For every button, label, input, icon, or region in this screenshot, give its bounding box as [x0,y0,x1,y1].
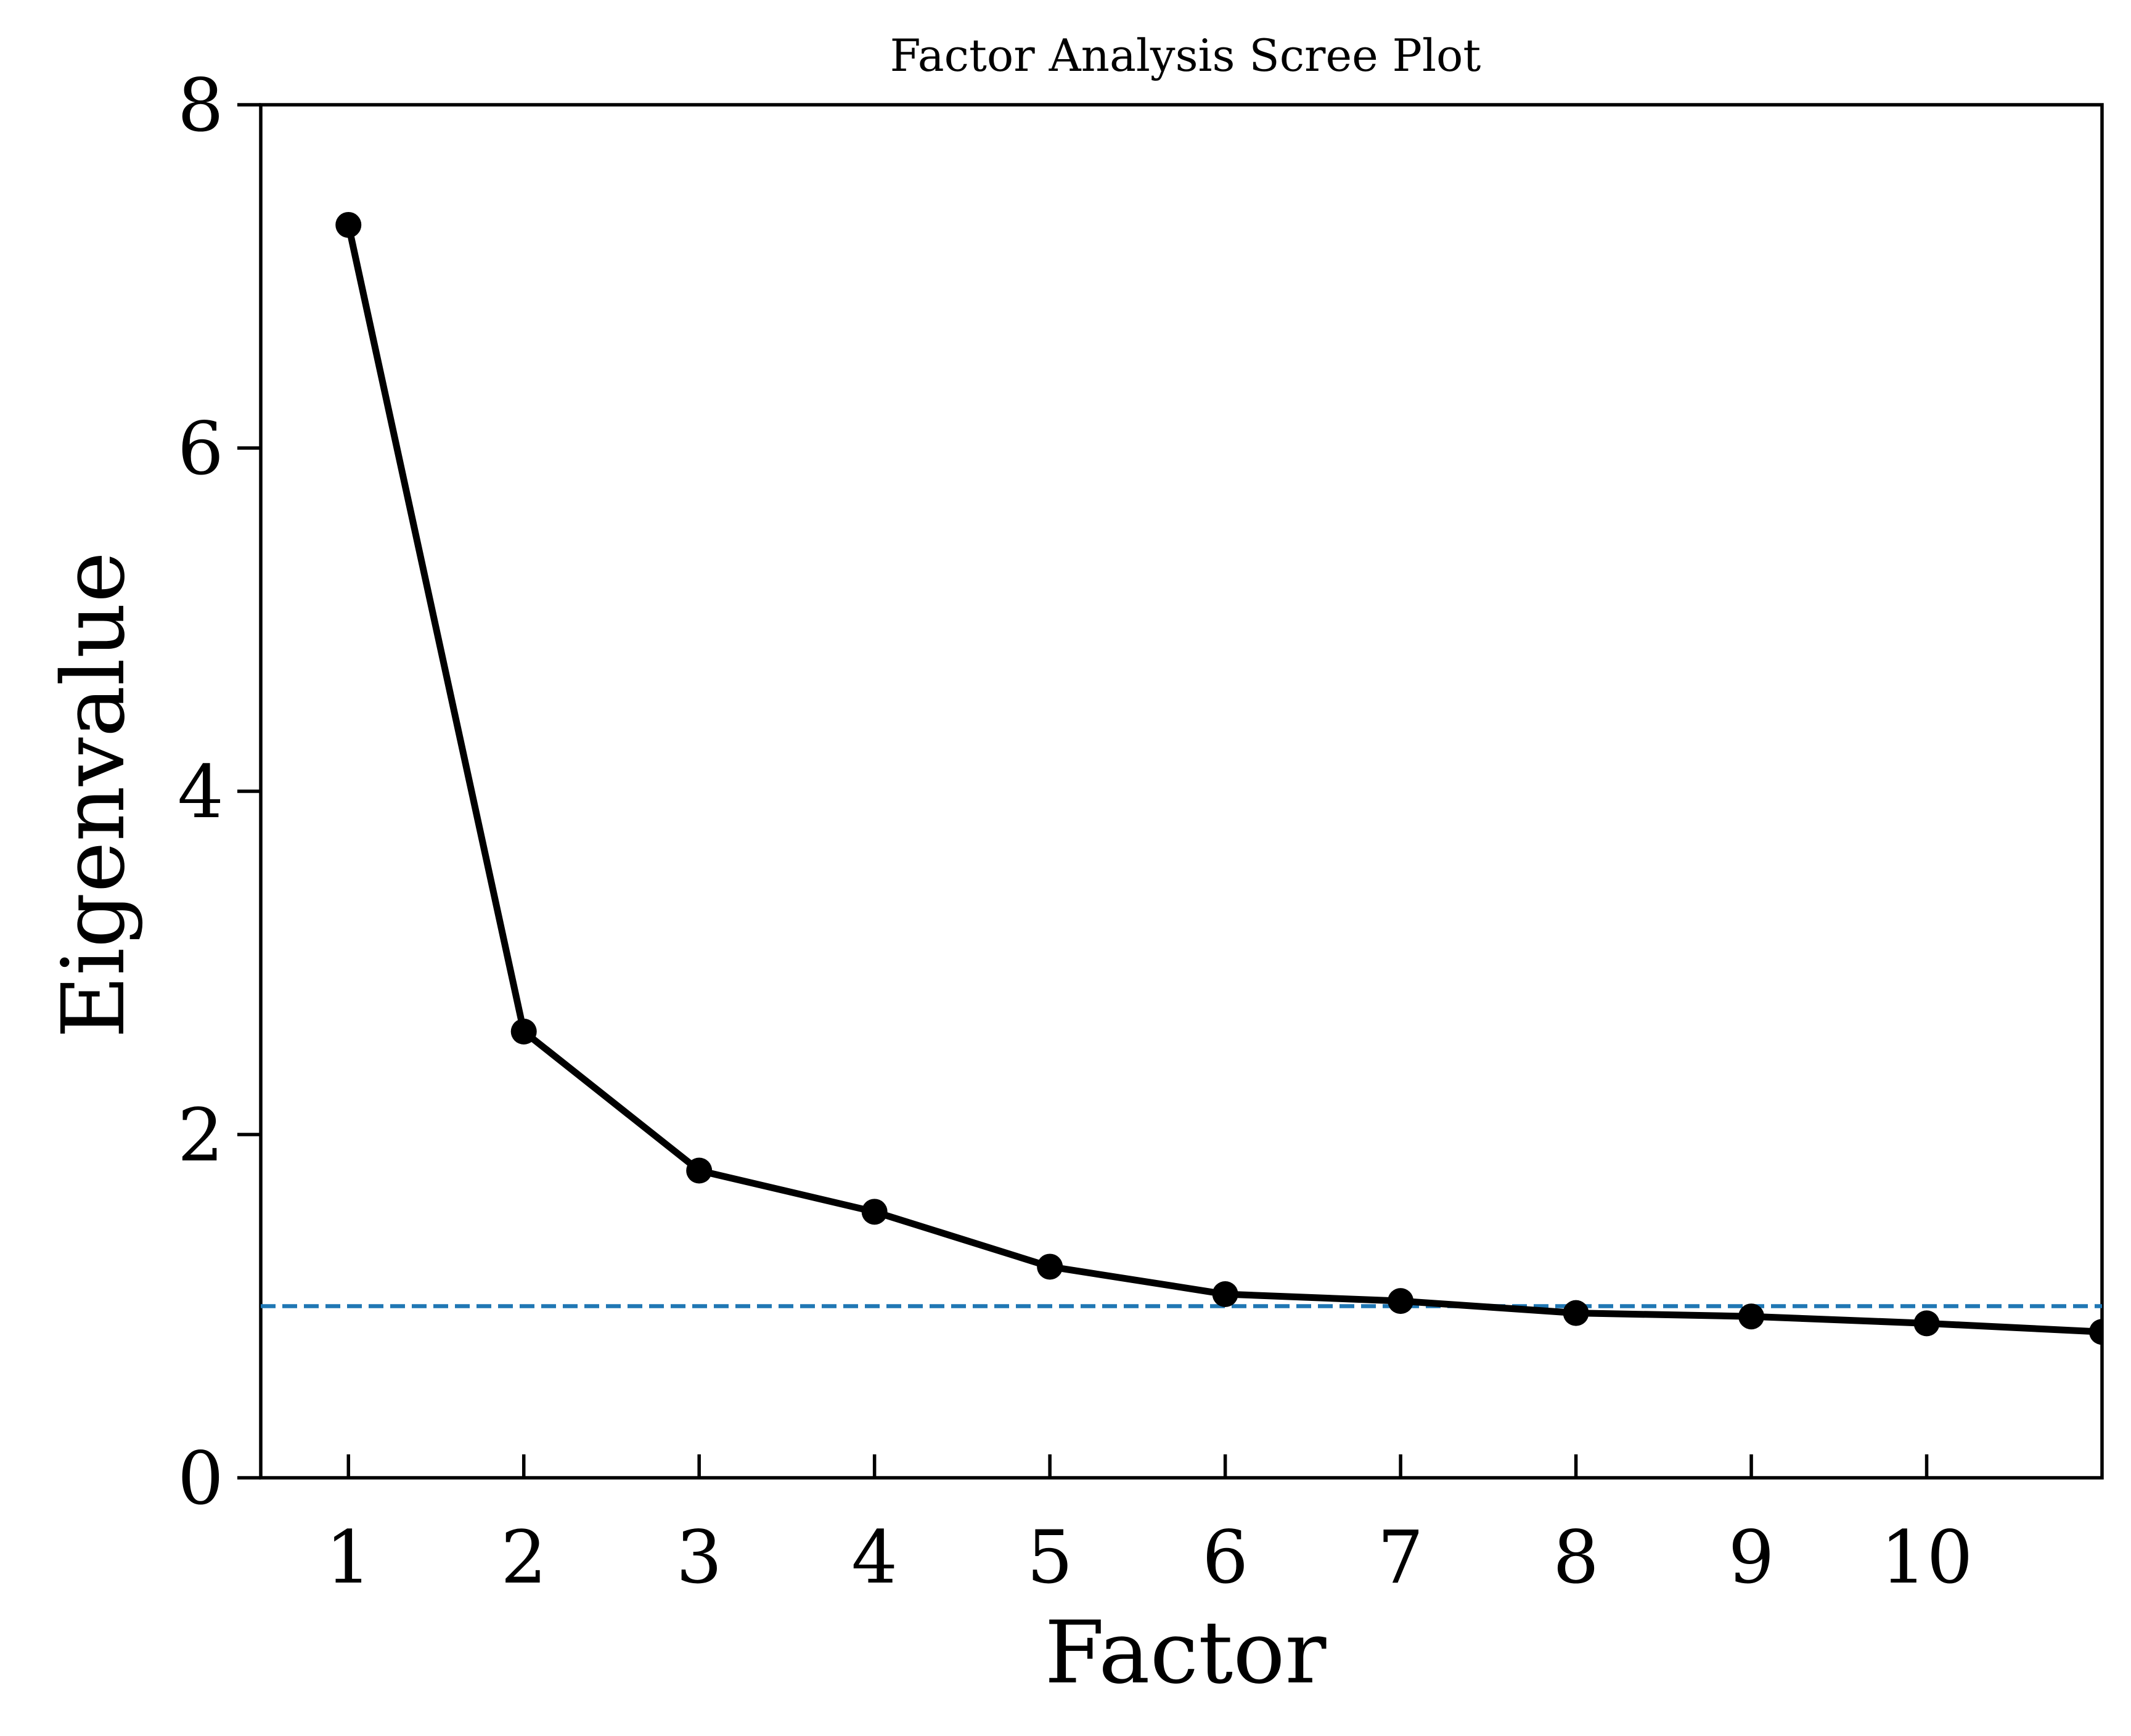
x-tick-label: 3 [676,1515,722,1600]
x-tick-label: 5 [1027,1515,1073,1600]
data-point-10 [1913,1310,1940,1337]
x-axis: 1 2 3 4 5 6 7 8 9 10 [325,1454,1973,1600]
data-point-1 [335,211,362,238]
y-tick-label: 2 [178,1093,224,1178]
y-tick-label: 8 [178,63,224,148]
data-point-2 [510,1018,537,1045]
y-axis-label: Eigenvalue [44,552,144,1038]
data-point-9 [1738,1303,1765,1330]
data-point-4 [861,1199,888,1225]
data-point-7 [1388,1288,1414,1314]
x-axis-label: Factor [1045,1603,1327,1703]
y-tick-label: 4 [178,749,224,834]
x-tick-label: 6 [1202,1515,1248,1600]
y-tick-label: 6 [178,406,224,491]
x-tick-label: 2 [501,1515,547,1600]
x-tick-label: 7 [1378,1515,1424,1600]
y-tick-label: 0 [178,1436,224,1521]
x-tick-label: 4 [851,1515,898,1600]
chart-title: Factor Analysis Scree Plot [890,30,1481,81]
x-tick-label: 10 [1880,1515,1973,1600]
series-line [345,224,2102,1335]
x-tick-label: 8 [1553,1515,1599,1600]
plot-frame [259,103,2104,1480]
plot-area [259,103,2104,1480]
y-axis: 0 2 4 6 8 [178,63,261,1521]
data-point-6 [1212,1281,1238,1308]
x-tick-label: 1 [325,1515,372,1600]
series-layer [335,211,2102,1345]
data-point-8 [1563,1300,1589,1326]
data-point-5 [1037,1253,1063,1280]
x-tick-label: 9 [1728,1515,1775,1600]
data-point-11 [2089,1319,2102,1345]
data-point-3 [686,1157,713,1184]
